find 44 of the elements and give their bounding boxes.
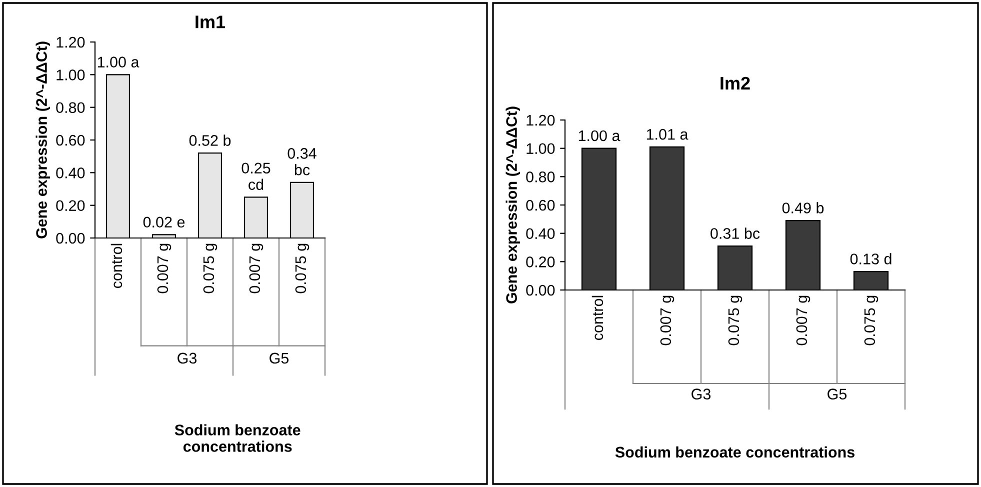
y-axis-title: Gene expression (2^-ΔΔCt) — [36, 42, 50, 238]
y-tick-label: 1.20 — [526, 114, 555, 126]
y-tick-label: 0.80 — [526, 172, 555, 182]
x-axis-title: Sodium benzoate concentrations — [174, 424, 300, 452]
y-tick-label: 0.60 — [56, 134, 85, 146]
y-tick-label: 0.40 — [56, 168, 85, 178]
x-tick-label: 0.007 g — [249, 244, 264, 294]
x-tick-label: 0.007 g — [660, 296, 674, 346]
data-label: 0.25 cd — [242, 162, 270, 190]
data-label: 0.02 e — [143, 216, 185, 228]
data-label: 0.52 b — [189, 134, 231, 146]
x-tick-label: 0.075 g — [295, 244, 310, 294]
x-tick-label: control — [110, 244, 122, 288]
text: G5 — [828, 388, 847, 400]
data-label: 1.00 a — [578, 130, 620, 142]
data-label: 0.34 bc — [288, 148, 316, 176]
text: G3 — [178, 352, 197, 364]
y-tick-label: 1.00 — [526, 143, 555, 154]
x-tick-label: control — [592, 296, 604, 340]
y-tick-label: 0.80 — [56, 102, 85, 114]
chart-title: Im1 — [196, 16, 226, 28]
y-tick-label: 0.20 — [526, 256, 555, 268]
x-tick-label: 0.075 g — [864, 296, 878, 346]
data-label: 0.31 bc — [710, 228, 760, 239]
x-tick-label: 0.075 g — [728, 296, 742, 346]
x-tick-label: 0.007 g — [157, 244, 172, 294]
y-tick-label: 1.00 — [56, 70, 85, 80]
y-tick-label: 0.00 — [526, 284, 555, 296]
text: G5 — [270, 352, 289, 364]
y-tick-label: 0.00 — [56, 232, 85, 244]
y-tick-label: 0.60 — [526, 200, 555, 211]
data-label: 1.00 a — [98, 56, 140, 68]
y-axis-title: Gene expression (2^-ΔΔCt) — [506, 106, 520, 304]
x-axis-title: Sodium benzoate concentrations — [615, 446, 854, 458]
data-label: 0.13 d — [850, 253, 892, 264]
y-tick-label: 0.40 — [526, 228, 555, 240]
text: G3 — [692, 388, 711, 400]
y-tick-label: 0.20 — [56, 200, 85, 212]
y-tick-label: 1.20 — [56, 36, 85, 48]
data-label: 1.01 a — [646, 128, 688, 140]
x-tick-label: 0.007 g — [796, 296, 810, 346]
chart-title: Im2 — [720, 76, 750, 90]
data-label: 0.49 b — [782, 202, 824, 214]
x-tick-label: 0.075 g — [203, 244, 218, 294]
